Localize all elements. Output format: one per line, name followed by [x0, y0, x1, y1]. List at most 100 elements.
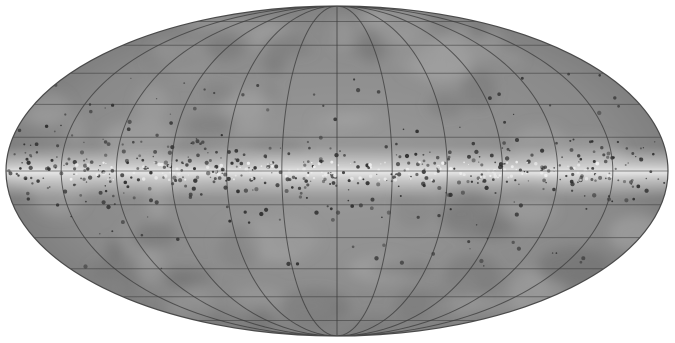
- clump: [339, 150, 341, 153]
- clump: [298, 195, 303, 199]
- clump: [36, 179, 40, 183]
- clump: [53, 164, 58, 169]
- bright-knot: [441, 161, 445, 165]
- bright-knot: [102, 161, 105, 164]
- clump: [140, 140, 143, 143]
- clump: [195, 137, 198, 140]
- clump: [230, 161, 234, 165]
- clump: [480, 173, 484, 176]
- clump: [130, 176, 133, 179]
- bright-knot: [179, 169, 181, 171]
- bright-knot: [478, 178, 481, 181]
- clump: [299, 191, 303, 195]
- clump: [449, 208, 452, 211]
- clump: [234, 149, 239, 153]
- emission-patch: [329, 112, 378, 124]
- clump: [356, 88, 361, 93]
- clump: [435, 155, 440, 160]
- clump: [99, 233, 101, 235]
- bright-knot: [358, 176, 362, 180]
- bright-knot: [369, 166, 373, 169]
- clump: [453, 167, 456, 170]
- clump: [480, 173, 484, 176]
- clump: [35, 151, 39, 154]
- clump: [477, 182, 479, 184]
- clump: [356, 181, 360, 185]
- clump: [89, 109, 93, 114]
- clump: [149, 198, 153, 203]
- emission-patch: [537, 247, 609, 286]
- bright-knot: [369, 174, 373, 178]
- bright-knot: [393, 178, 398, 182]
- clump: [579, 260, 583, 264]
- clump: [305, 196, 308, 199]
- bright-knot: [321, 171, 323, 173]
- emission-patch: [473, 212, 519, 241]
- clump: [240, 174, 243, 177]
- bright-knot: [526, 161, 529, 164]
- clump: [469, 248, 471, 250]
- clump: [187, 156, 190, 158]
- clump: [516, 246, 521, 251]
- clump: [274, 164, 279, 169]
- clump: [213, 91, 216, 95]
- clump: [653, 141, 656, 143]
- clump: [484, 185, 489, 191]
- bright-knot: [142, 165, 145, 169]
- bright-knot: [515, 168, 518, 171]
- clump: [330, 217, 335, 222]
- clump: [597, 110, 602, 116]
- clump: [513, 201, 516, 203]
- clump: [392, 175, 396, 180]
- clump: [204, 160, 209, 165]
- emission-patch: [202, 84, 236, 104]
- clump: [543, 165, 547, 169]
- clump: [169, 113, 172, 115]
- clump: [149, 171, 153, 175]
- clump: [70, 134, 74, 137]
- clump: [424, 176, 429, 180]
- bright-knot: [493, 174, 498, 179]
- bright-knot: [509, 174, 514, 178]
- clump: [467, 240, 471, 244]
- bright-knot: [250, 176, 254, 181]
- bright-knot: [521, 172, 524, 175]
- clump: [108, 176, 111, 179]
- clump: [598, 74, 601, 77]
- clump: [422, 153, 425, 156]
- clump: [83, 264, 88, 269]
- clump: [351, 245, 355, 249]
- bright-knot: [153, 161, 156, 164]
- clump: [275, 183, 280, 188]
- clump: [639, 147, 642, 150]
- clump: [29, 144, 32, 147]
- clump: [106, 142, 111, 147]
- clump: [520, 76, 524, 80]
- clump: [147, 167, 149, 170]
- clump: [28, 153, 32, 157]
- clump: [121, 149, 126, 154]
- clump: [195, 175, 200, 180]
- clump: [415, 172, 419, 177]
- clump: [382, 243, 386, 247]
- clump: [471, 141, 476, 146]
- clump: [303, 186, 307, 189]
- clump: [625, 147, 629, 150]
- clump: [82, 177, 86, 181]
- emission-patch: [279, 289, 351, 326]
- clump: [172, 175, 177, 180]
- bright-knot: [86, 163, 90, 167]
- clump: [17, 174, 20, 177]
- clump: [347, 189, 350, 191]
- clump: [221, 172, 224, 175]
- bright-knot: [312, 176, 316, 180]
- clump: [104, 107, 106, 109]
- clump: [74, 183, 77, 186]
- clump: [203, 88, 206, 91]
- clump: [152, 155, 155, 158]
- clump: [331, 181, 336, 185]
- clump: [478, 161, 480, 163]
- clump: [48, 186, 51, 188]
- clump: [241, 93, 245, 97]
